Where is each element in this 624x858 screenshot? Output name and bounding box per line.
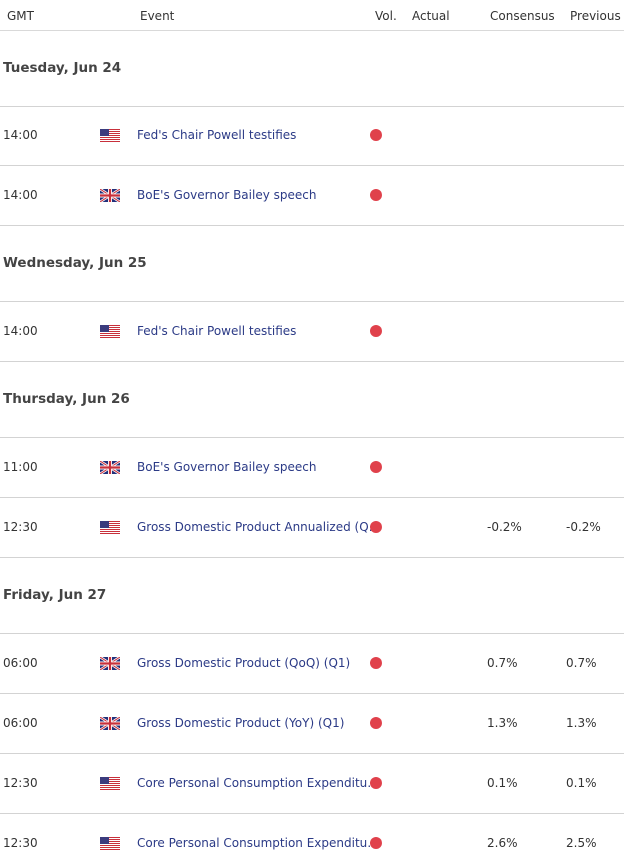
day-label: Tuesday, Jun 24 xyxy=(3,60,122,76)
volatility-dot xyxy=(370,837,382,849)
volatility-dot xyxy=(370,129,382,141)
event-name[interactable]: Gross Domestic Product (QoQ) (Q1) xyxy=(137,656,351,670)
column-header: Actual xyxy=(412,9,450,23)
day-row: Thursday, Jun 26 xyxy=(0,362,624,438)
previous: 2.5% xyxy=(566,836,597,850)
day-label: Wednesday, Jun 25 xyxy=(3,255,147,271)
time: 14:00 xyxy=(3,188,38,202)
column-header: Event xyxy=(140,9,175,23)
column-header: Vol. xyxy=(375,9,397,23)
flag-us xyxy=(100,837,120,850)
event-row: 11:00 BoE's Governor Bailey speech xyxy=(0,438,624,498)
event-name[interactable]: Fed's Chair Powell testifies xyxy=(137,128,297,142)
flag-uk xyxy=(100,657,120,670)
previous: -0.2% xyxy=(566,520,601,534)
event-row: 14:00 BoE's Governor Bailey speech xyxy=(0,166,624,226)
volatility-dot xyxy=(370,717,382,729)
time: 06:00 xyxy=(3,716,38,730)
volatility-dot xyxy=(370,657,382,669)
event-name[interactable]: Gross Domestic Product (YoY) (Q1) xyxy=(137,716,345,730)
time: 11:00 xyxy=(3,460,38,474)
column-header: Previous xyxy=(570,9,621,23)
event-name[interactable]: Gross Domestic Product Annualized (Q… xyxy=(137,520,381,534)
column-header: Consensus xyxy=(490,9,555,23)
flag-us xyxy=(100,325,120,338)
time: 12:30 xyxy=(3,520,38,534)
volatility-dot xyxy=(370,777,382,789)
time: 06:00 xyxy=(3,656,38,670)
previous: 1.3% xyxy=(566,716,597,730)
event-name[interactable]: BoE's Governor Bailey speech xyxy=(137,188,317,202)
event-row: 06:00 Gross Domestic Product (QoQ) (Q1) … xyxy=(0,634,624,694)
time: 14:00 xyxy=(3,324,38,338)
time: 12:30 xyxy=(3,836,38,850)
flag-us xyxy=(100,521,120,534)
column-header: GMT xyxy=(7,9,34,23)
event-name[interactable]: Core Personal Consumption Expenditu… xyxy=(137,836,380,850)
previous: 0.1% xyxy=(566,776,597,790)
flag-us xyxy=(100,777,120,790)
flag-us xyxy=(100,129,120,142)
flag-uk xyxy=(100,717,120,730)
flag-uk xyxy=(100,189,120,202)
event-row: 12:30 Core Personal Consumption Expendit… xyxy=(0,814,624,858)
consensus: 1.3% xyxy=(487,716,518,730)
event-row: 14:00 Fed's Chair Powell testifies xyxy=(0,302,624,362)
day-row: Friday, Jun 27 xyxy=(0,558,624,634)
event-name[interactable]: BoE's Governor Bailey speech xyxy=(137,460,317,474)
time: 14:00 xyxy=(3,128,38,142)
volatility-dot xyxy=(370,325,382,337)
event-row: 12:30 Gross Domestic Product Annualized … xyxy=(0,498,624,558)
consensus: -0.2% xyxy=(487,520,522,534)
flag-uk xyxy=(100,461,120,474)
event-name[interactable]: Core Personal Consumption Expenditu… xyxy=(137,776,380,790)
header-row: GMT Event Vol. Actual Consensus Previous xyxy=(0,0,624,31)
event-row: 14:00 Fed's Chair Powell testifies xyxy=(0,106,624,166)
event-row: 06:00 Gross Domestic Product (YoY) (Q1) … xyxy=(0,694,624,754)
event-row: 12:30 Core Personal Consumption Expendit… xyxy=(0,754,624,814)
consensus: 2.6% xyxy=(487,836,518,850)
day-label: Friday, Jun 27 xyxy=(3,587,107,603)
volatility-dot xyxy=(370,461,382,473)
volatility-dot xyxy=(370,189,382,201)
consensus: 0.7% xyxy=(487,656,518,670)
volatility-dot xyxy=(370,521,382,533)
consensus: 0.1% xyxy=(487,776,518,790)
day-row: Tuesday, Jun 24 xyxy=(0,31,624,107)
day-row: Wednesday, Jun 25 xyxy=(0,226,624,302)
previous: 0.7% xyxy=(566,656,597,670)
event-name[interactable]: Fed's Chair Powell testifies xyxy=(137,324,297,338)
day-label: Thursday, Jun 26 xyxy=(3,391,130,407)
time: 12:30 xyxy=(3,776,38,790)
